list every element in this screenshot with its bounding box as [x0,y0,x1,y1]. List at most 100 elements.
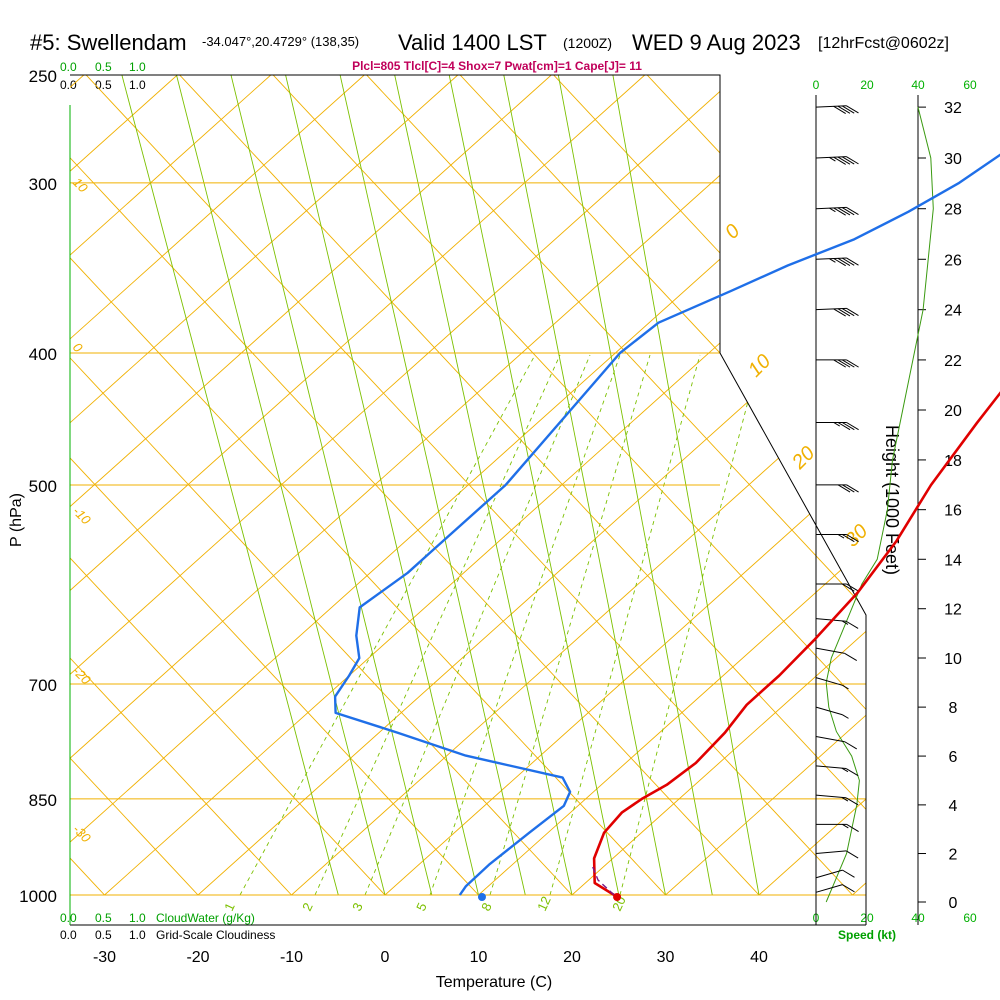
moist-adiabat-line [394,75,573,896]
wind-barb-staff [815,794,847,799]
wind-barb [815,156,859,165]
height-tick-label: 12 [944,602,962,619]
valid-date: WED 9 Aug 2023 [632,30,801,55]
wind-barb-feather [842,583,855,592]
wind-barb-feather [837,257,851,266]
wind-barb [815,647,858,662]
height-tick-label: 4 [949,798,958,815]
moist-adiabat-line [612,75,760,896]
wind-barb-feather [846,534,859,543]
wind-barb [816,421,859,431]
wind-barb-staff [815,677,843,686]
wind-barb-feather [833,422,841,427]
wind-barb [815,869,855,879]
wind-barb-staff [815,156,847,159]
mixing-ratio-label: 8 [478,900,495,913]
dry-adiabat-line [70,75,866,896]
wind-barb-staff [815,706,843,716]
temperature-tick-label: 30 [657,949,675,966]
x-axis-label: Temperature (C) [436,974,552,991]
pressure-tick-label: 400 [29,345,57,364]
wind-barb-feather [833,105,846,114]
mixing-ratio-line [364,354,591,896]
pressure-tick-label: 500 [29,477,57,496]
wind-barb-feather [842,823,849,829]
wind-barb-feather [842,684,849,690]
height-tick-label: 6 [949,749,958,766]
wind-barb [815,706,849,719]
series-temperature-line [592,391,1000,897]
dry-adiabat-line [70,75,199,896]
series-parcel-line [591,864,615,896]
wind-barb-feather [842,884,855,893]
speed-tick-top-0: 0 [813,78,820,92]
wind-barb [815,307,859,317]
wind-barb [815,765,859,777]
cloud-scale-bottom-green-0: 0.0 [60,911,77,925]
wind-barb-feather [833,258,846,267]
pressure-tick-label: 700 [29,676,57,695]
valid-zulu: (1200Z) [563,35,612,51]
temperature-tick-label: -10 [280,949,303,966]
wind-barb-feather [845,620,859,629]
cloud-scale-top-black-0: 0.0 [60,78,77,92]
moist-adiabat-line [121,75,339,896]
isotherm-line [946,75,1000,895]
speed-tick-top-2: 40 [911,78,925,92]
dry-adiabat-line [70,75,292,896]
cloud-scale-bottom-green-2: 1.0 [129,911,146,925]
wind-barb-feather [841,207,855,216]
forecast-label: [12hrFcst@0602z] [818,35,949,52]
wind-barb-feather [837,156,851,165]
y-axis-label: P (hPa) [8,493,25,547]
height-tick-label: 20 [944,403,962,420]
wind-barb-feather [845,850,859,859]
wind-barb-feather [844,741,858,750]
dry-adiabat-line [406,75,866,896]
moist-adiabat-line [176,75,386,896]
cloud-scale-top-green-2: 1.0 [129,60,146,74]
wind-barb-staff [815,206,847,210]
pressure-tick-label: 250 [29,67,57,86]
mixing-ratio-line [489,354,651,896]
wind-barb-feather [829,258,836,263]
isotherm-label: 20 [787,442,819,474]
wind-barb-feather [833,359,847,368]
wind-barb-feather [842,484,855,493]
wind-barb-feather [837,484,851,493]
wind-barb-feather [837,105,851,114]
wind-barb-feather [842,422,855,431]
wind-barb-staff [815,736,845,743]
wind-barb [815,850,859,859]
height-tick-label: 24 [944,303,962,320]
temperature-tick-label: 10 [470,949,488,966]
mixing-ratio-line [429,354,621,896]
wind-barb-staff [815,105,847,108]
wind-barb [816,534,859,543]
pressure-tick-label: 300 [29,175,57,194]
cloud-scale-bottom: 0.0 0.5 1.0 CloudWater (g/Kg) 0.0 0.5 1.… [60,911,275,942]
isotherm-label: 0 [721,220,744,243]
wind-barb [816,359,859,368]
height-tick-label: 28 [944,202,962,219]
cloud-scale-top-green-1: 0.5 [95,60,112,74]
wind-barb-feather [842,714,849,719]
wind-barb-feather [842,869,855,878]
wind-barb-staff [815,850,847,855]
mixing-ratio-line [239,354,536,896]
dry-adiabat-line [70,75,386,896]
height-axis-label: Height (1000 Feet) [882,425,902,575]
height-tick-label: 16 [944,503,962,520]
moist-adiabat-line [230,75,433,896]
wind-barb-feather [841,620,849,625]
wind-barb [815,257,859,267]
wind-barb-feather [846,257,859,266]
dry-adiabat-line [70,75,853,896]
pressure-tick-label: 850 [29,791,57,810]
wind-barb-staff [815,765,847,770]
speed-tick-bottom-3: 60 [963,911,977,925]
wind-barb-feather [846,206,859,216]
cloud-scale-top: 0.0 0.5 1.0 0.0 0.5 1.0 [60,60,146,92]
isotherm-line [70,75,459,896]
speed-ticks-bottom: 0 20 40 60 [813,911,977,925]
